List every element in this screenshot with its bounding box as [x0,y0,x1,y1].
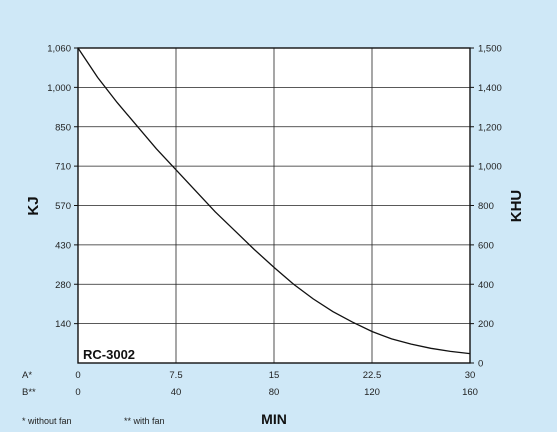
x-axis-ticks: A* 0 7.5 15 22.5 30 B** 0 40 80 120 160 [22,370,478,398]
left-axis-ticks: 1,060 1,000 850 710 570 430 280 140 [47,44,78,330]
right-axis-title: KHU [508,190,525,223]
left-tick-label: 430 [55,240,71,251]
x-tick-label: 40 [171,387,182,398]
model-label: RC-3002 [83,347,135,362]
x-tick-label: 22.5 [363,370,382,381]
plot-frame [77,47,471,364]
right-tick-label: 0 [478,359,483,370]
x-row-prefix: B** [22,387,36,398]
x-tick-label: 80 [269,387,280,398]
x-tick-label: 30 [465,370,476,381]
right-tick-label: 800 [478,201,494,212]
right-tick-label: 600 [478,240,494,251]
x-tick-label: 7.5 [169,370,182,381]
left-axis-title: KJ [25,196,42,215]
right-tick-label: 1,400 [478,83,502,94]
right-tick-label: 1,200 [478,122,502,133]
x-tick-label: 0 [75,370,80,381]
x-row-prefix: A* [22,370,32,381]
left-tick-label: 1,060 [47,44,71,55]
x-tick-label: 120 [364,387,380,398]
x-tick-label: 0 [75,387,80,398]
right-tick-label: 1,000 [478,162,502,173]
x-tick-label: 160 [462,387,478,398]
x-tick-label: 15 [269,370,280,381]
left-tick-label: 710 [55,162,71,173]
series-line [77,47,471,355]
footnote-without-fan: * without fan [22,416,72,426]
right-axis-ticks: 1,500 1,400 1,200 1,000 800 600 400 200 0 [470,44,502,370]
left-tick-label: 1,000 [47,83,71,94]
left-tick-label: 570 [55,201,71,212]
footnote-with-fan: ** with fan [124,416,165,426]
right-tick-label: 200 [478,319,494,330]
x-axis-title: MIN [261,411,287,427]
right-tick-label: 400 [478,280,494,291]
grid-lines [78,48,470,363]
left-tick-label: 140 [55,319,71,330]
left-tick-label: 280 [55,280,71,291]
right-tick-label: 1,500 [478,44,502,55]
left-tick-label: 850 [55,122,71,133]
